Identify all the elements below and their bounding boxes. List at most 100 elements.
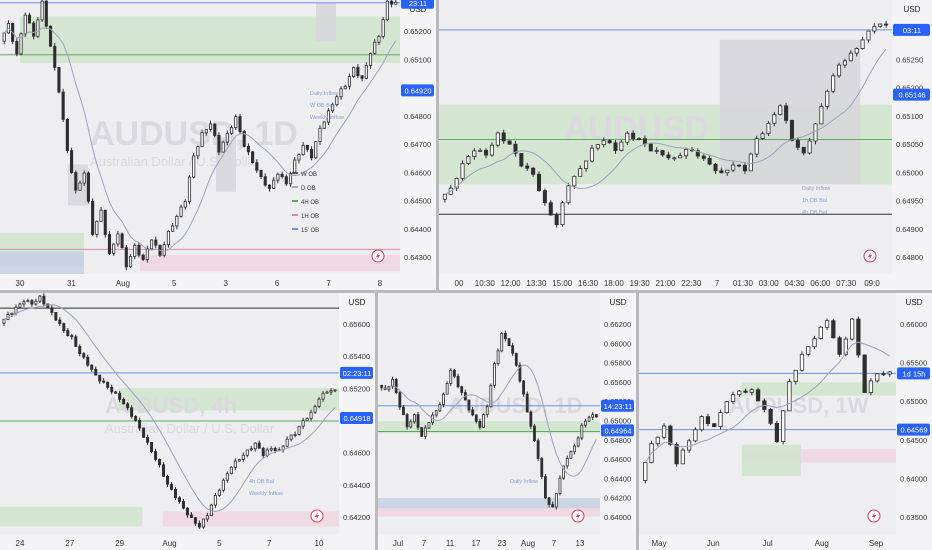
candle [478,418,482,430]
candle [234,114,238,131]
candle [138,417,142,431]
lightning-icon[interactable] [371,249,385,263]
candle [173,487,177,501]
candle [482,413,485,429]
candle [65,118,69,154]
candle [760,131,765,141]
candle [442,193,447,203]
candle [799,351,805,372]
candle [162,462,166,477]
candle [849,317,855,341]
currency-label: USD [349,298,366,307]
y-tick-label: 0.65000 [604,417,631,426]
candle [576,436,580,448]
candle [718,409,723,430]
y-tick-label: 0.65500 [900,359,927,368]
candle [536,438,540,461]
candle [257,440,261,449]
candle [511,342,515,356]
svg-text:4H OB: 4H OB [301,200,319,206]
panel-bottom-right[interactable]: AUDUSD, 1W USD 0.66000 0.65500 0.65000 0.6450… [639,293,932,550]
candle [607,139,612,144]
zone-5 [216,137,236,192]
x-tick-label: Aug [815,539,829,548]
candle [26,298,30,303]
candle [142,427,146,438]
x-tick-label: 06:00 [810,279,831,288]
candle [884,20,889,28]
svg-text:0.64920: 0.64920 [404,86,431,95]
candle [737,390,742,397]
price-tag: 02:23:11 [340,366,373,379]
candle [314,141,318,160]
candle [6,20,10,34]
candle [86,354,90,367]
candle [778,104,783,116]
legend-item: 1H OB [292,214,319,220]
lightning-icon[interactable] [571,509,585,523]
x-tick-label: 5 [172,279,177,288]
moving-average-line [3,304,336,512]
candle [272,177,276,189]
moving-average-line [3,27,397,252]
candle [34,298,38,306]
candle [91,198,95,237]
candle [460,160,465,181]
candle [309,409,313,422]
lightning-icon[interactable] [310,509,324,523]
candle [813,122,818,145]
candle [78,180,82,191]
candle [525,162,530,171]
legend-item: D OB [292,186,316,192]
candle [90,364,94,373]
candle [405,412,409,430]
y-tick-label: 0.65600 [343,320,370,329]
watermark: AUDUSD, 1D [90,115,298,153]
panel-top-left[interactable]: AUDUSD, 1D Australian Dollar / U.S. Dolla… [0,0,436,290]
candle [856,316,861,358]
candle [110,384,114,395]
candle [423,425,427,440]
candle [126,401,130,411]
candle [297,153,301,164]
legend-item: 15' OB [292,228,319,234]
candle [284,174,288,186]
candle [169,482,173,491]
candle [179,204,183,218]
candle [445,381,449,395]
watermark: AUDUSD, 4h [105,393,237,418]
y-tick-label: 0.65100 [896,112,923,121]
candle [566,182,571,205]
panel-top-right[interactable]: AUDUSDUSD0.653000.652500.652000.651000.6… [439,0,932,290]
candle [118,390,122,403]
candle [837,62,842,78]
candle [230,125,234,135]
candle [116,230,120,247]
panel-bottom-middle[interactable]: AUDUSD, 1D USD 0.66200 0.66000 0.65800 0.6560… [378,293,636,550]
candle [678,152,683,159]
candle [493,361,496,388]
candle [472,148,477,160]
candle [442,392,445,408]
candle [625,131,630,145]
candle [787,378,792,412]
candle [831,318,836,339]
lightning-icon[interactable] [863,249,877,263]
candle [385,0,389,22]
candle [267,184,272,192]
candle [824,318,830,331]
candle [558,475,562,496]
x-tick-label: 30 [16,279,25,288]
y-tick-label: 0.64500 [404,197,431,206]
y-tick-label: 0.64800 [604,436,631,445]
panel-bottom-left[interactable]: AUDUSD, 4h Australian Dollar / U.S. Dolla… [0,293,375,550]
candle [554,212,559,228]
price-tag: 23:11 [401,0,434,9]
lightning-icon[interactable] [867,509,881,523]
candle [394,377,398,395]
candle [98,374,102,384]
candle [229,465,233,475]
candle [866,30,871,43]
candle [289,434,293,442]
candle [860,36,865,50]
